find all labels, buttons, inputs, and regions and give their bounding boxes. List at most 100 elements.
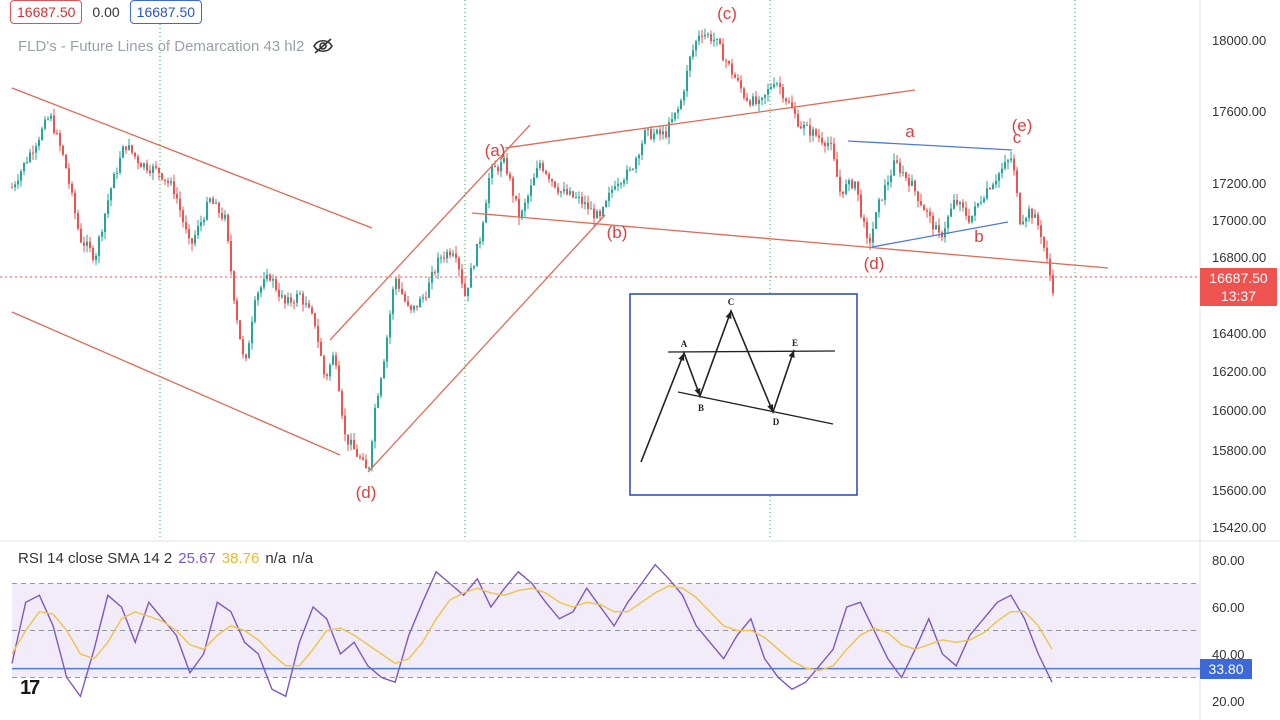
candle-body	[581, 196, 583, 204]
candle-body	[194, 235, 196, 244]
candle-body	[17, 180, 19, 185]
candle-body	[866, 221, 868, 238]
candle-body	[233, 271, 235, 301]
candle-body	[467, 287, 469, 296]
eye-off-icon[interactable]	[312, 37, 334, 55]
pattern-inset: A B C D E	[629, 293, 858, 496]
trendline-0	[11, 87, 373, 229]
candle-body	[224, 214, 226, 219]
candle-body	[425, 297, 427, 299]
rsi-tick-label: 80.00	[1212, 553, 1245, 568]
candle-body	[86, 241, 88, 246]
candle-body	[476, 243, 478, 267]
candle-body	[740, 80, 742, 89]
candle-body	[512, 178, 514, 196]
price-tick-label: 16400.00	[1212, 326, 1266, 341]
candle-body	[494, 165, 496, 168]
candle-body	[464, 283, 466, 296]
candle-body	[623, 180, 625, 184]
candle-body	[1007, 160, 1009, 163]
current-price-tag: 16687.50 13:37	[1200, 268, 1277, 306]
candle-body	[35, 146, 37, 153]
candle-body	[230, 241, 232, 272]
candle-body	[695, 41, 697, 51]
inset-arrowhead	[767, 404, 774, 412]
candle-body	[923, 205, 925, 211]
candle-body	[314, 313, 316, 327]
candle-body	[1004, 162, 1006, 169]
candle-body	[692, 50, 694, 57]
wave-label: c	[1013, 128, 1022, 147]
candle-body	[587, 202, 589, 210]
candle-body	[14, 184, 16, 188]
candle-body	[929, 211, 931, 216]
candle-body	[305, 303, 307, 305]
candle-body	[602, 207, 604, 217]
candle-body	[401, 288, 403, 295]
candle-body	[578, 196, 580, 198]
candle-body	[983, 198, 985, 203]
candle-body	[26, 161, 28, 163]
candle-body	[785, 98, 787, 102]
candle-body	[887, 182, 889, 185]
candle-body	[926, 210, 928, 212]
candle-body	[905, 172, 907, 179]
candle-body	[92, 247, 94, 260]
candle-body	[287, 297, 289, 304]
candle-body	[131, 145, 133, 153]
candle-body	[323, 355, 325, 375]
candle-body	[860, 194, 862, 218]
candle-body	[737, 77, 739, 81]
candle-body	[542, 163, 544, 171]
candle-body	[893, 160, 895, 176]
wave-label: (d)	[356, 483, 377, 502]
candle-body	[74, 192, 76, 214]
tradingview-logo[interactable]: 17	[20, 677, 40, 699]
candle-body	[155, 166, 157, 168]
candle-body	[449, 251, 451, 256]
candle-body	[239, 320, 241, 340]
candle-body	[368, 467, 370, 469]
candle-body	[503, 158, 505, 163]
candle-body	[350, 439, 352, 445]
candle-body	[212, 198, 214, 204]
rsi-legend[interactable]: RSI 14 close SMA 14 2 25.67 38.76 n/a n/…	[18, 550, 313, 567]
candle-body	[218, 202, 220, 214]
inset-wave-path	[640, 308, 795, 463]
candle-body	[1010, 158, 1012, 161]
candle-body	[734, 74, 736, 78]
candle-body	[509, 173, 511, 179]
candle-body	[902, 172, 904, 174]
candle-body	[272, 279, 274, 281]
candle-body	[353, 439, 355, 450]
candle-body	[269, 274, 271, 281]
candle-body	[80, 228, 82, 243]
candle-body	[257, 292, 259, 301]
fld-indicator-title[interactable]: FLD's - Future Lines of Demarcation 43 h…	[18, 37, 334, 55]
ohlc-legend: 16687.50 0.00 16687.50	[10, 0, 203, 24]
candle-body	[236, 300, 238, 321]
candle-body	[440, 257, 442, 259]
candle-body	[995, 180, 997, 185]
candle-body	[554, 181, 556, 188]
candle-body	[101, 231, 103, 237]
trendline-2	[329, 124, 531, 341]
candle-body	[128, 145, 130, 150]
candle-body	[827, 142, 829, 147]
candle-body	[242, 339, 244, 355]
inset-label: D	[773, 417, 780, 427]
candle-body	[278, 289, 280, 297]
candle-body	[41, 128, 43, 140]
candle-body	[590, 208, 592, 210]
candle-body	[566, 189, 568, 195]
candle-body	[32, 152, 34, 154]
candle-body	[461, 269, 463, 284]
candle-body	[209, 198, 211, 202]
candle-body	[290, 297, 292, 303]
candle-body	[968, 215, 970, 223]
candle-body	[485, 203, 487, 223]
candle-body	[452, 253, 454, 256]
candle-body	[959, 202, 961, 205]
candle-body	[44, 119, 46, 129]
